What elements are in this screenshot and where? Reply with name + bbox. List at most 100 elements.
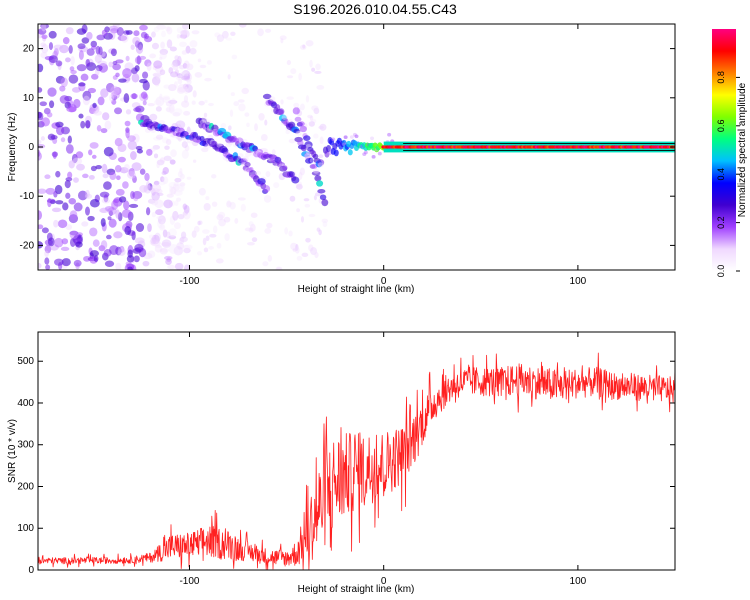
spectrogram-cell [169,215,176,226]
spectrogram-cell [308,157,314,164]
spectrogram-cell [231,54,238,60]
spectrogram-cell [101,198,111,204]
spectrogram-cell [180,34,186,38]
spectrogram-cell [172,112,181,117]
spectrogram-cell [75,151,84,159]
colorbar-gradient [712,29,736,271]
spectrogram-cell [299,125,307,133]
spectrogram-cell [154,199,164,209]
spectrogram-cell [166,107,171,112]
spectrogram-cell [170,186,177,195]
spectrogram-cell [111,94,118,101]
spectrogram-cell [49,100,55,109]
spectrogram-cell [65,57,71,63]
spectrogram-cell [117,156,126,163]
spectrogram-cell [331,137,336,142]
spectrogram-cell [215,258,224,264]
spectrogram-cell [81,221,89,227]
snr-xtick-label: 0 [381,576,387,587]
spectrogram-cell [162,176,169,185]
spectrogram-cell [198,187,206,196]
spectrogram-cell [307,114,313,119]
spectrogram-cell [295,246,300,254]
spectrogram-cell [174,55,180,61]
spectrogram-cell [151,234,160,245]
spectrogram-cell [62,37,70,45]
spectrogram-cell [151,183,162,193]
spectrogram-cell [211,174,217,179]
spectrogram-cell [113,231,123,239]
spectrogram-cell [67,135,72,144]
spectrogram-cell [73,202,83,212]
spectrogram-cell [44,257,50,265]
spectrogram-cell [258,112,265,121]
spectrogram-cell [60,137,66,143]
spectrogram-cell [40,51,48,59]
spectrogram-cell [169,159,176,165]
spectrogram-cell [59,95,70,104]
spectrogram-cell [59,85,66,92]
spectrogram-cell [125,30,133,35]
spectrogram-cell [184,145,190,152]
spectrogram-cell [264,119,268,126]
spectrogram-cell [313,195,317,201]
spectrogram-cell [103,194,109,203]
spectrogram-cell [117,247,126,256]
spectrogram-cell [168,83,177,92]
spectrogram-cell [45,264,51,270]
spectrogram-cell [52,151,57,159]
spectrogram-cell [102,173,109,179]
spectrogram-cell [299,44,307,50]
colorbar-tick-label: 0.2 [716,216,726,229]
spectrogram-cell [208,102,214,107]
spectrogram-cell [130,190,135,200]
spectrogram-cell [159,224,166,231]
spectrogram-cell [166,39,173,49]
spectrogram-cell [127,140,137,150]
spectrogram-cell [183,60,190,69]
spectrogram-cell [172,64,179,71]
spectrogram-cell [132,175,137,183]
snr-background [38,332,675,570]
spectrogram-cell [155,106,162,112]
spectrogram-cell [41,34,48,40]
snr-ylabel: SNR (10 * v/v) [7,419,18,483]
spectrogram-cell [38,28,47,35]
spectrogram-cell [90,165,97,172]
spectrogram-cell [64,179,71,189]
spectrogram-cell [80,120,86,129]
spectrogram-cell [288,230,293,237]
spectrogram-cell [183,247,191,254]
spectrogram-ytick-label: 0 [28,142,34,153]
spectrogram-cell [67,171,73,179]
spectrogram-cell [147,103,155,107]
spectrogram-cell [62,202,69,211]
spectrogram-cell [263,194,272,203]
spectrogram-cell [183,209,191,220]
spectrogram-cell [198,220,203,225]
spectrogram-cell [96,125,102,132]
spectrogram-cell [73,259,82,267]
spectrogram-cell [44,250,49,258]
spectrogram-cell [86,48,95,56]
spectrogram-cell [172,210,179,221]
spectrogram-cell [92,239,100,247]
spectrogram-cell [115,59,124,64]
spectrogram-cell [53,219,59,228]
spectrogram-cell [173,222,181,230]
spectrogram-cell [115,188,125,196]
spectrogram-cell [40,42,47,47]
spectrogram-cell [161,30,166,38]
spectrogram-cell [168,235,177,240]
colorbar-tick-label: 0.0 [716,265,726,278]
spectrogram-cell [182,244,191,254]
spectrogram-cell [313,133,319,139]
spectrogram-cell [168,182,177,189]
spectrogram-cell [38,111,44,121]
spectrogram-cell [91,154,97,159]
spectrogram-cell [87,87,97,94]
spectrogram-cell [321,199,329,207]
spectrogram-cell [153,26,160,33]
spectrogram-cell [55,200,64,205]
spectrogram-cell [279,35,287,41]
